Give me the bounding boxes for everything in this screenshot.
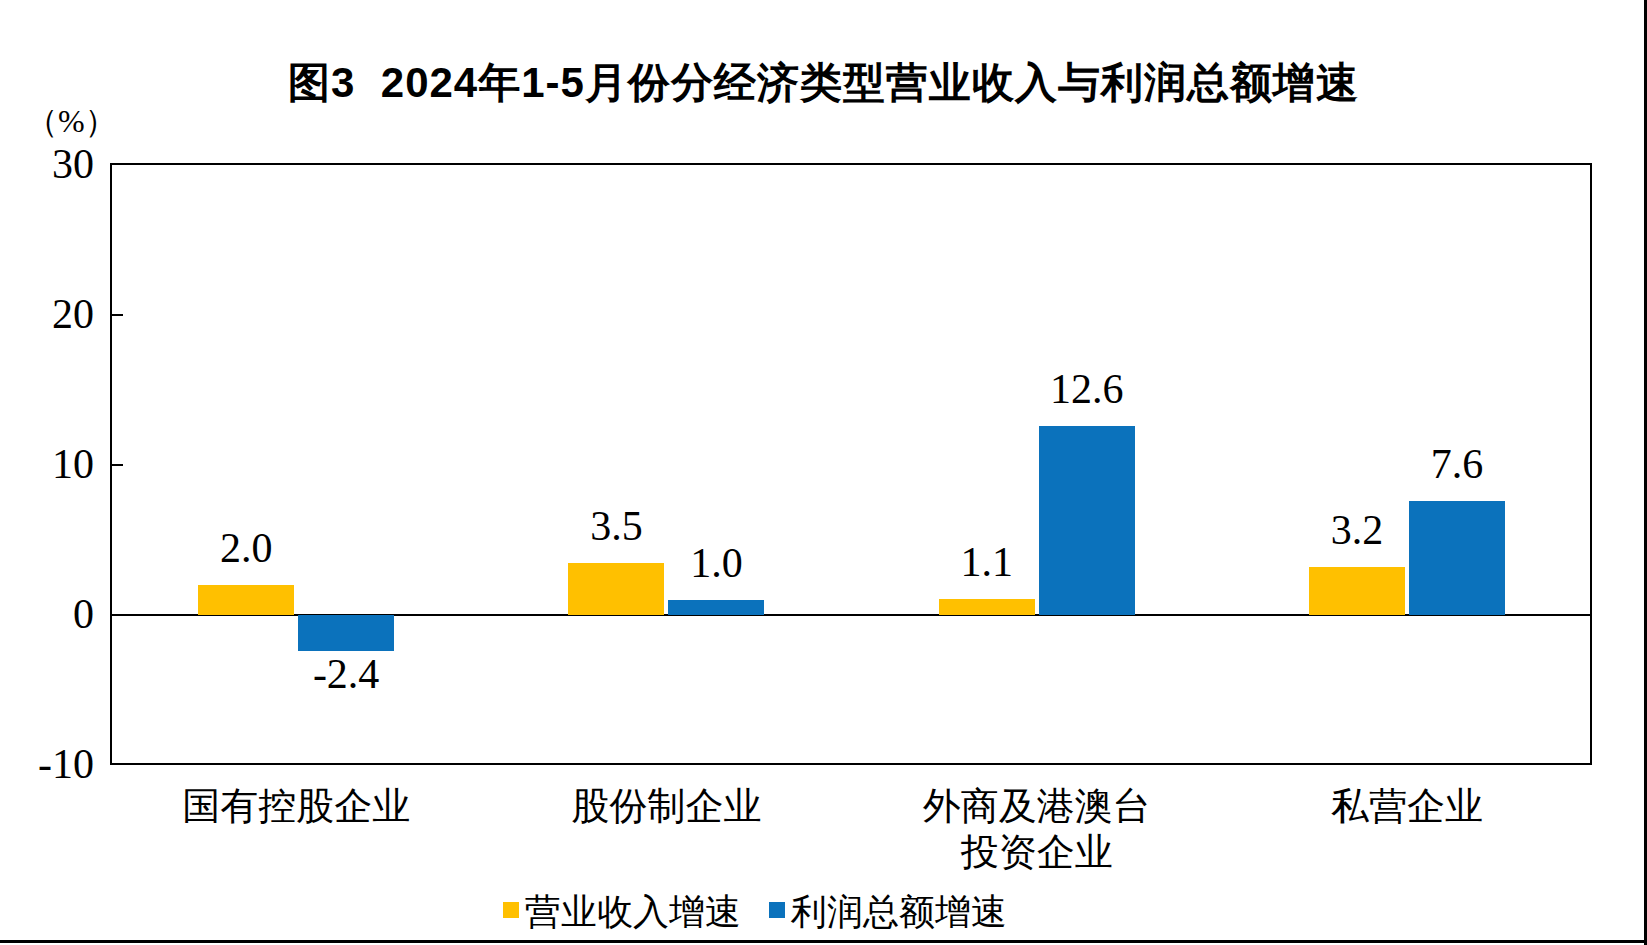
- bar-revenue: [939, 599, 1035, 616]
- bar-value-label: 2.0: [161, 527, 331, 569]
- chart-figure: 图3 2024年1-5月份分经济类型营业收入与利润总额增速 （%） 30 20 10…: [0, 0, 1647, 945]
- x-category-label-line: 股份制企业: [476, 783, 856, 829]
- bar-value-label: 7.6: [1372, 443, 1542, 485]
- bar-value-label: -2.4: [261, 653, 431, 695]
- legend-item-profit: 利润总额增速: [769, 890, 1007, 934]
- x-category-label: 外商及港澳台投资企业: [847, 783, 1227, 875]
- bar-value-label: 3.5: [531, 505, 701, 547]
- chart-title: 图3 2024年1-5月份分经济类型营业收入与利润总额增速: [0, 55, 1647, 111]
- bar-revenue: [198, 585, 294, 615]
- legend-swatch-revenue: [503, 902, 519, 918]
- y-tick-label: 0: [0, 593, 94, 635]
- legend: 营业收入增速 利润总额增速: [503, 890, 1007, 934]
- bar-profit: [1409, 501, 1505, 615]
- y-tick-label: 20: [0, 293, 94, 335]
- x-category-label-line: 国有控股企业: [106, 783, 486, 829]
- y-tick-mark: [111, 314, 123, 316]
- bar-value-label: 1.0: [631, 542, 801, 584]
- legend-swatch-profit: [769, 902, 785, 918]
- legend-item-revenue: 营业收入增速: [503, 890, 741, 934]
- x-category-label: 股份制企业: [476, 783, 856, 829]
- bar-profit: [1039, 426, 1135, 615]
- x-category-label-line: 投资企业: [847, 829, 1227, 875]
- x-category-label-line: 外商及港澳台: [847, 783, 1227, 829]
- x-category-label: 国有控股企业: [106, 783, 486, 829]
- legend-label: 利润总额增速: [791, 890, 1007, 934]
- image-bottom-border: [0, 940, 1647, 943]
- y-axis-unit-label: （%）: [26, 100, 117, 144]
- x-category-label: 私营企业: [1217, 783, 1597, 829]
- y-tick-label: 10: [0, 443, 94, 485]
- y-tick-label: 30: [0, 143, 94, 185]
- y-tick-label: -10: [0, 743, 94, 785]
- legend-label: 营业收入增速: [525, 890, 741, 934]
- bar-revenue: [1309, 567, 1405, 615]
- y-tick-mark: [111, 464, 123, 466]
- x-category-label-line: 私营企业: [1217, 783, 1597, 829]
- bar-profit: [668, 600, 764, 615]
- bar-profit: [298, 615, 394, 651]
- bar-value-label: 12.6: [1002, 368, 1172, 410]
